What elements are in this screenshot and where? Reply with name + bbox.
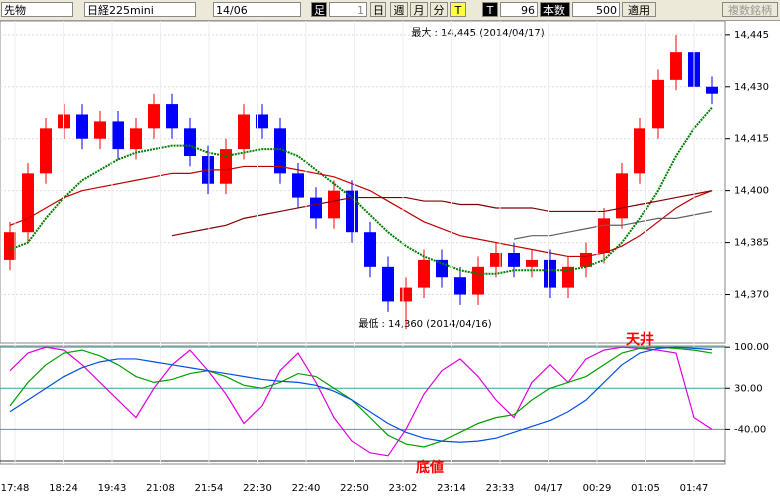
x-tick-label: 00:29	[583, 483, 612, 494]
candle-body	[22, 173, 34, 233]
candle-body	[526, 259, 538, 267]
x-tick-label: 21:08	[146, 483, 175, 494]
candle-body	[328, 190, 340, 219]
candle-body	[364, 232, 376, 267]
candle-body	[634, 128, 646, 174]
bottom-note: 底値	[416, 459, 444, 476]
y-tick-label: 14,400	[734, 186, 769, 197]
toolbar: 先物 日経225mini 14/06 足 1 日 週 月 分 T T 96 本数…	[0, 0, 780, 21]
series-line	[9, 106, 713, 275]
series-line	[171, 190, 713, 237]
y-tick-label: 100.00	[734, 342, 769, 353]
x-tick-label: 01:47	[680, 483, 709, 494]
top-note: 天井	[626, 331, 654, 348]
candle-body	[184, 128, 196, 157]
min-note: 最低 : 14,360 (2014/04/16)	[358, 317, 491, 330]
x-tick-label: 23:33	[486, 483, 515, 494]
candle-body	[400, 287, 412, 302]
candle-body	[166, 104, 178, 129]
candle-body	[40, 128, 52, 174]
x-tick-label: 22:50	[340, 483, 369, 494]
candle-body	[472, 266, 484, 295]
candle-body	[670, 52, 682, 80]
candle-body	[418, 259, 430, 288]
candle-body	[598, 218, 610, 253]
x-tick-label: 01:05	[631, 483, 660, 494]
y-tick-label: 14,385	[734, 238, 769, 249]
candle-body	[436, 259, 448, 278]
osc-frame	[0, 345, 726, 465]
candle-body	[706, 86, 718, 94]
candle-body	[544, 259, 556, 288]
candle-body	[292, 173, 304, 198]
market[interactable]: 先物	[1, 2, 73, 17]
month-btn[interactable]: 月	[410, 2, 428, 17]
candle-body	[616, 173, 628, 219]
x-tick-label: 17:48	[1, 483, 30, 494]
y-tick-label: 14,430	[734, 82, 769, 93]
candle-body	[94, 121, 106, 139]
candle-body	[562, 266, 574, 288]
candle-body	[256, 114, 268, 129]
x-tick-label: 23:14	[437, 483, 466, 494]
multi-btn[interactable]: 複数銘柄	[722, 2, 778, 17]
candle-body	[508, 252, 520, 267]
chart: 最大 : 14,445 (2014/04/17) 最低 : 14,360 (20…	[0, 21, 769, 494]
candle-body	[652, 79, 664, 129]
series-line	[9, 346, 713, 443]
candle-body	[130, 128, 142, 150]
count-label: 本数	[540, 2, 570, 17]
y-tick-label: 14,370	[734, 290, 769, 301]
x-tick-label: 21:54	[195, 483, 224, 494]
week-btn[interactable]: 週	[390, 2, 408, 17]
candle-body	[454, 277, 466, 295]
candle-body	[112, 121, 124, 150]
minute-btn[interactable]: 分	[430, 2, 448, 17]
day-btn[interactable]: 日	[370, 2, 386, 17]
series-line	[9, 346, 713, 457]
candle-body	[4, 232, 16, 260]
candle-body	[274, 128, 286, 174]
x-tick-label: 22:40	[292, 483, 321, 494]
count-value[interactable]: 96	[500, 2, 538, 17]
y-tick-label: 14,445	[734, 30, 769, 41]
series-line	[9, 165, 713, 258]
y-tick-label: 14,415	[734, 134, 769, 145]
y-tick-label: 30.00	[734, 383, 763, 394]
candle-body	[490, 252, 502, 267]
max-note: 最大 : 14,445 (2014/04/17)	[411, 26, 544, 39]
apply-btn[interactable]: 適用	[622, 2, 656, 17]
candle-body	[148, 104, 160, 129]
candle-body	[310, 197, 322, 219]
x-tick-label: 23:02	[389, 483, 418, 494]
series-line	[9, 346, 713, 448]
bar-label: 足	[311, 2, 327, 17]
symbol[interactable]: 日経225mini	[84, 2, 196, 17]
x-tick-label: 19:43	[98, 483, 127, 494]
y-tick-label: -40.00	[734, 424, 766, 435]
x-tick-label: 04/17	[534, 483, 563, 494]
x-tick-label: 18:24	[49, 483, 78, 494]
series-line	[513, 210, 713, 240]
tick-btn[interactable]: T	[450, 2, 466, 17]
main-frame	[0, 21, 726, 344]
t-label: T	[482, 2, 498, 17]
candle-body	[382, 266, 394, 302]
candle-body	[76, 114, 88, 139]
candle-body	[238, 114, 250, 150]
count[interactable]: 500	[572, 2, 620, 17]
bar-size[interactable]: 1	[329, 2, 367, 17]
x-tick-label: 22:30	[243, 483, 272, 494]
candle-body	[220, 149, 232, 184]
contract[interactable]: 14/06	[213, 2, 301, 17]
